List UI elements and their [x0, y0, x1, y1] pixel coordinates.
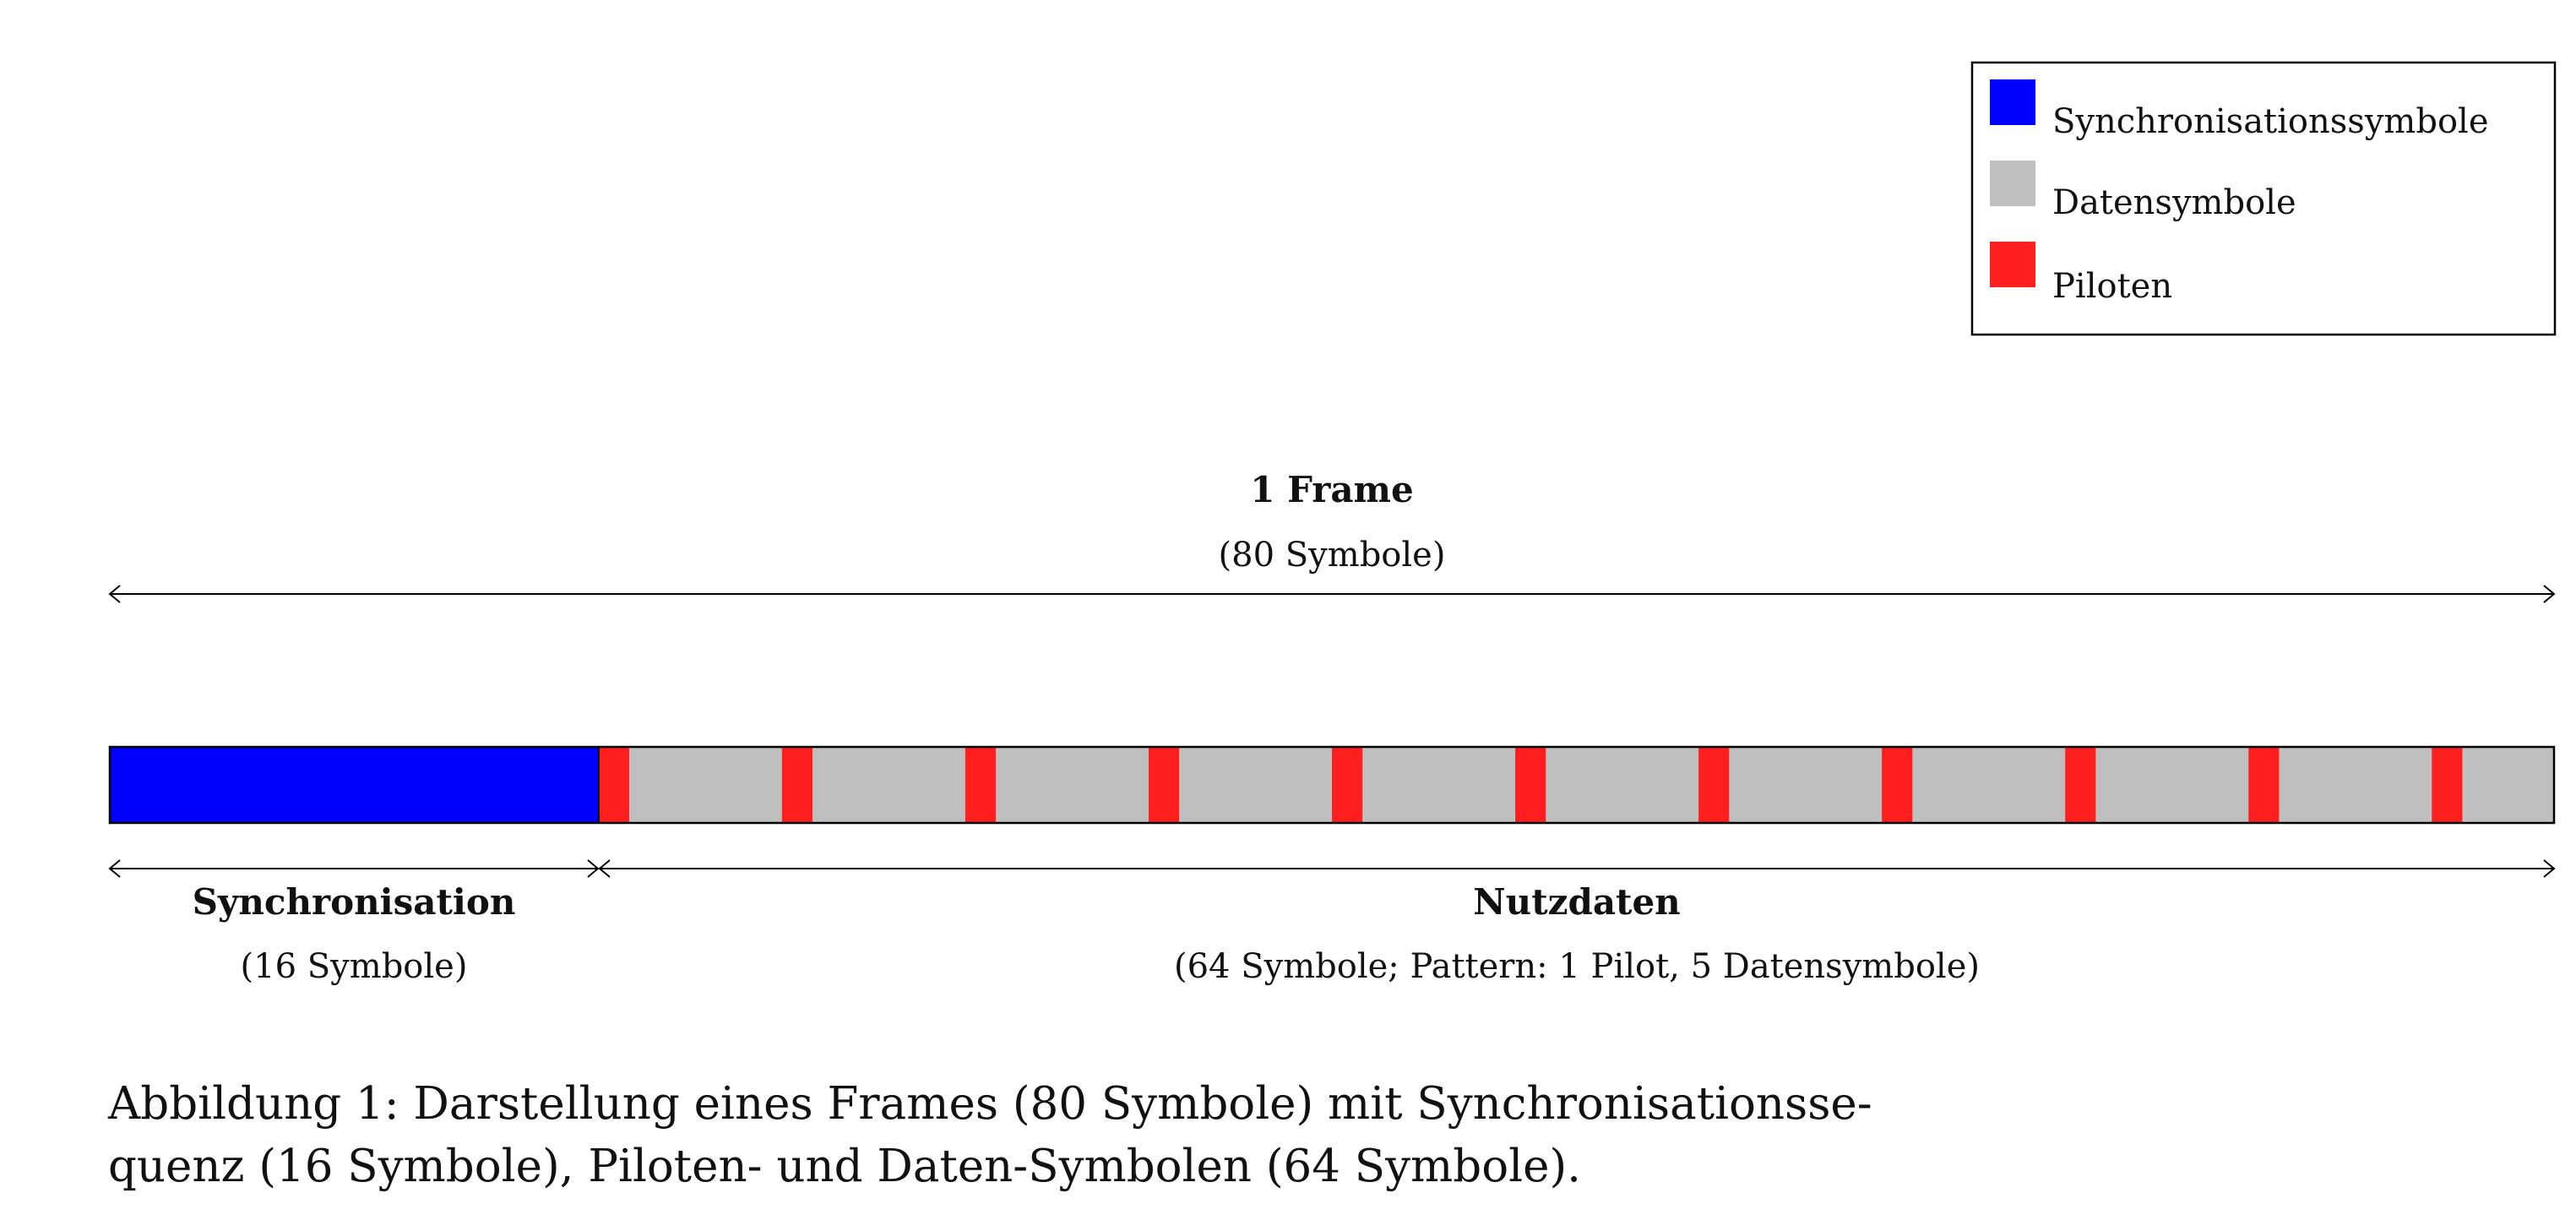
data-symbol [2126, 747, 2158, 823]
legend: Synchronisationssymbole Datensymbole Pil… [1970, 61, 2557, 336]
data-symbol [1484, 747, 1516, 823]
data-symbol [2309, 747, 2341, 823]
payload-arrow [598, 859, 2556, 878]
data-symbol [934, 747, 966, 823]
pilot-symbol [781, 747, 813, 823]
legend-label-data: Datensymbole [2052, 183, 2296, 222]
frame-subtitle: (80 Symbole) [1219, 536, 1446, 575]
data-symbol [1943, 747, 1975, 823]
data-symbol [1209, 747, 1242, 823]
data-symbol [1606, 747, 1639, 823]
data-symbol [720, 747, 753, 823]
data-symbol [1179, 747, 1210, 823]
data-symbol [2003, 747, 2035, 823]
data-symbol [1423, 747, 1455, 823]
sync-arrow [108, 859, 600, 878]
pilot-symbol [1882, 747, 1913, 823]
data-symbol [1087, 747, 1119, 823]
figure-caption: Abbildung 1: Darstellung eines Frames (8… [108, 1078, 1872, 1193]
sync-section-subtitle: (16 Symbole) [241, 947, 468, 986]
data-symbol [1393, 747, 1425, 823]
data-symbol [1301, 747, 1333, 823]
pilot-symbol [2248, 747, 2280, 823]
data-symbol [2095, 747, 2128, 823]
frame-arrow [108, 585, 2556, 603]
sync-block [110, 747, 599, 823]
pilot-symbol [1332, 747, 1363, 823]
data-symbol [2340, 747, 2372, 823]
legend-swatch-pilot [1990, 242, 2035, 287]
frame-bar [108, 745, 2556, 825]
legend-label-pilot: Piloten [2052, 267, 2172, 306]
legend-box [1970, 61, 2557, 336]
data-symbol [1057, 747, 1089, 823]
data-symbol [1820, 747, 1852, 823]
data-symbol [1850, 747, 1883, 823]
data-symbol [1362, 747, 1394, 823]
frame-outline [108, 745, 2556, 825]
data-symbol [660, 747, 691, 823]
data-symbol [1667, 747, 1699, 823]
data-symbol [2370, 747, 2402, 823]
payload-section-subtitle: (64 Symbole; Pattern: 1 Pilot, 5 Datensy… [1174, 947, 1980, 986]
data-symbol [1270, 747, 1302, 823]
data-symbol [904, 747, 936, 823]
data-symbol [1759, 747, 1791, 823]
pilot-symbol [1515, 747, 1546, 823]
data-symbol [843, 747, 874, 823]
data-symbol [1576, 747, 1608, 823]
data-symbol [1637, 747, 1669, 823]
sync-section-title: Synchronisation [193, 881, 516, 923]
data-symbol [2156, 747, 2188, 823]
data-symbol [1729, 747, 1761, 823]
data-symbol [1240, 747, 1272, 823]
legend-swatch-sync [1990, 79, 2035, 125]
data-symbol [996, 747, 1027, 823]
data-symbol [2035, 747, 2066, 823]
pilot-symbol [598, 747, 630, 823]
data-symbol [2462, 747, 2494, 823]
data-symbol [873, 747, 905, 823]
data-symbol [1790, 747, 1822, 823]
data-symbol [1973, 747, 2005, 823]
data-symbol [2218, 747, 2249, 823]
frame-title: 1 Frame [1250, 469, 1413, 510]
pilot-symbol [2432, 747, 2464, 823]
pilot-symbol [2065, 747, 2096, 823]
pilot-symbol [1148, 747, 1180, 823]
data-symbol [1117, 747, 1149, 823]
data-symbol [2523, 747, 2555, 823]
data-symbol [812, 747, 844, 823]
data-symbol [2187, 747, 2219, 823]
data-symbol [2279, 747, 2311, 823]
payload-section-title: Nutzdaten [1473, 881, 1680, 923]
data-symbol [1912, 747, 1944, 823]
data-symbol [1546, 747, 1577, 823]
pilot-symbol [1698, 747, 1730, 823]
data-symbol [751, 747, 783, 823]
data-symbol [2401, 747, 2432, 823]
data-symbol [1454, 747, 1486, 823]
data-symbol [2492, 747, 2524, 823]
legend-label-sync: Synchronisationssymbole [2052, 102, 2489, 141]
legend-swatch-data [1990, 161, 2035, 206]
data-symbol [628, 747, 660, 823]
data-symbol [690, 747, 722, 823]
data-symbol [1026, 747, 1058, 823]
pilot-symbol [965, 747, 997, 823]
